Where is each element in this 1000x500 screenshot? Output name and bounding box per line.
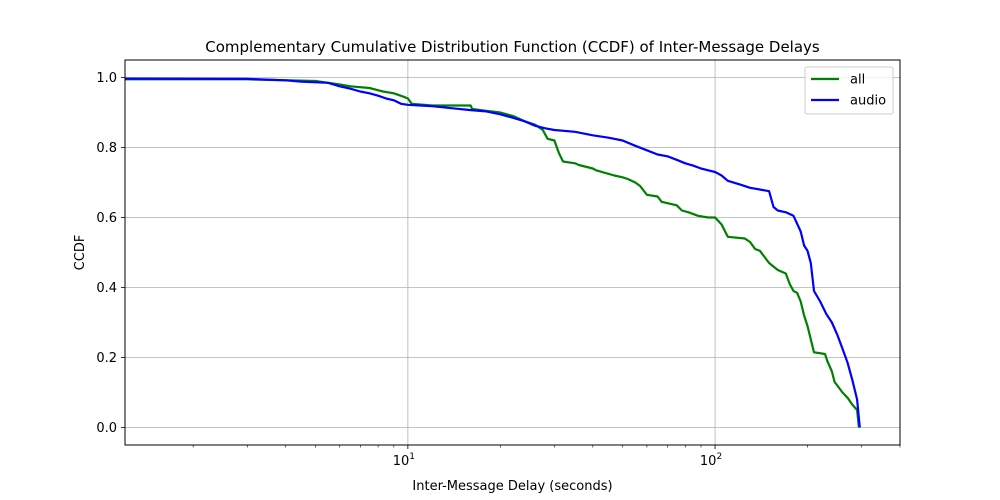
grid-lines xyxy=(125,60,900,445)
y-tick-label: 0.4 xyxy=(96,281,117,296)
y-tick-label: 0.2 xyxy=(96,351,117,366)
series-lines xyxy=(124,77,861,428)
x-axis-label: Inter-Message Delay (seconds) xyxy=(412,479,612,494)
chart-title: Complementary Cumulative Distribution Fu… xyxy=(205,38,820,56)
legend-label-all: all xyxy=(850,73,865,88)
legend: all audio xyxy=(804,66,894,115)
y-tick-label: 0.0 xyxy=(96,421,117,436)
plot-area-frame xyxy=(124,59,901,446)
y-tick-label: 0.6 xyxy=(96,211,117,226)
series-line-audio xyxy=(124,77,861,428)
y-tick-label: 1.0 xyxy=(96,71,117,86)
y-tick-label: 0.8 xyxy=(96,141,117,156)
y-axis-label: CCDF xyxy=(73,235,88,271)
legend-label-audio: audio xyxy=(850,94,886,109)
